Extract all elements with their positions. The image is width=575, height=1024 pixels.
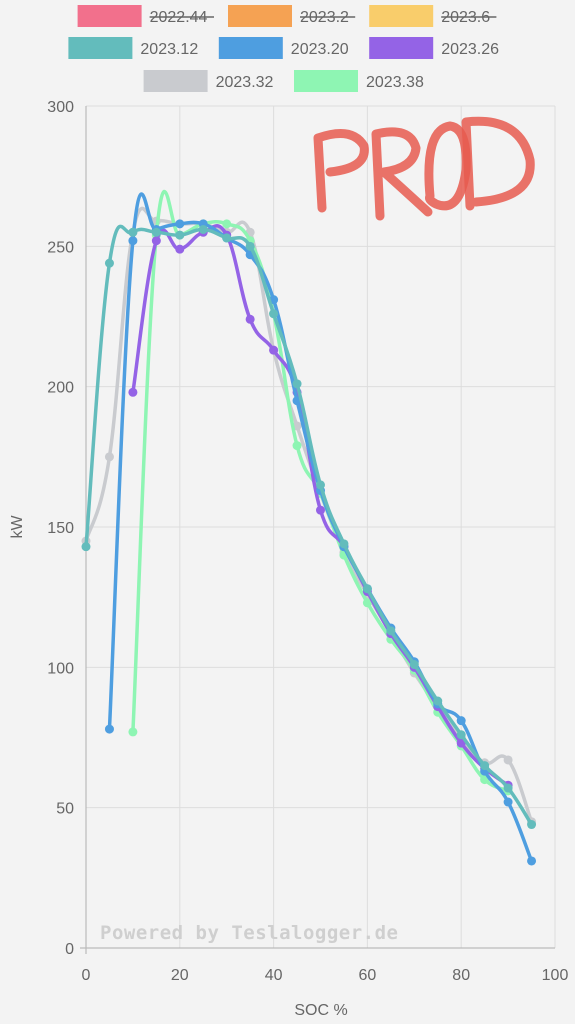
data-point[interactable]	[128, 727, 138, 737]
x-tick-label: 0	[82, 967, 91, 984]
legend-swatch	[369, 37, 434, 59]
legend-label: 2023.12	[140, 41, 198, 58]
grid	[85, 105, 556, 949]
handwritten-annotation	[313, 116, 535, 221]
legend: 2022.44 2023.2 2023.6 2023.12 2023.20 2023.26…	[68, 5, 499, 92]
x-tick-label: 60	[359, 967, 377, 984]
tick-labels: 0 50 100 150 200 250 300 0 20 40 60 80 100	[47, 99, 568, 984]
x-tick-label: 100	[542, 967, 569, 984]
data-point[interactable]	[527, 820, 537, 830]
legend-item-2023-38[interactable]: 2023.38	[294, 70, 424, 92]
data-point[interactable]	[175, 230, 185, 240]
data-point[interactable]	[222, 233, 232, 243]
data-point[interactable]	[503, 755, 513, 765]
series-line	[131, 224, 510, 787]
data-point[interactable]	[104, 452, 114, 462]
data-point[interactable]	[269, 309, 279, 319]
y-tick-label: 0	[65, 941, 74, 958]
data-point[interactable]	[269, 345, 279, 355]
series-2023-26	[128, 224, 513, 790]
data-point[interactable]	[175, 219, 185, 229]
legend-swatch	[218, 37, 283, 59]
data-point[interactable]	[128, 387, 138, 397]
y-axis-title: kW	[9, 515, 26, 539]
legend-swatch	[228, 5, 292, 27]
data-point[interactable]	[198, 224, 208, 234]
legend-label: 2023.20	[291, 41, 349, 58]
legend-swatch	[68, 37, 133, 59]
y-tick-label: 50	[56, 801, 74, 818]
data-point[interactable]	[316, 480, 325, 490]
data-point[interactable]	[316, 505, 325, 515]
data-point[interactable]	[222, 219, 232, 229]
legend-swatch	[294, 70, 358, 92]
x-tick-label: 20	[171, 967, 189, 984]
data-point[interactable]	[456, 730, 466, 740]
data-point[interactable]	[433, 696, 443, 706]
legend-item-2023-6[interactable]: 2023.6	[369, 5, 497, 27]
data-point[interactable]	[81, 542, 91, 552]
data-point[interactable]	[503, 797, 513, 807]
data-point[interactable]	[128, 236, 138, 246]
data-point[interactable]	[456, 738, 466, 748]
legend-item-2023-32[interactable]: 2023.32	[143, 70, 274, 92]
x-axis-title: SOC %	[294, 1002, 347, 1019]
data-point[interactable]	[151, 236, 161, 246]
legend-label: 2023.26	[441, 41, 499, 58]
data-point[interactable]	[339, 539, 349, 549]
series-2023-12	[81, 224, 537, 830]
legend-item-2023-2[interactable]: 2023.2	[228, 5, 356, 27]
legend-label: 2023.32	[216, 74, 274, 91]
legend-item-2023-20[interactable]: 2023.20	[218, 37, 349, 59]
y-tick-label: 150	[47, 520, 74, 537]
data-point[interactable]	[245, 241, 255, 251]
y-tick-label: 250	[47, 239, 74, 256]
data-point[interactable]	[456, 716, 466, 726]
data-point[interactable]	[527, 856, 537, 866]
y-tick-label: 200	[47, 380, 74, 397]
data-point[interactable]	[175, 244, 185, 254]
watermark: Powered by Teslalogger.de	[100, 922, 398, 944]
x-tick-label: 80	[452, 967, 470, 984]
data-point[interactable]	[362, 584, 372, 594]
data-point[interactable]	[386, 626, 396, 636]
y-tick-label: 100	[47, 660, 74, 677]
data-point[interactable]	[245, 314, 255, 324]
x-tick-label: 40	[265, 967, 283, 984]
series-layer	[81, 189, 537, 866]
y-tick-label: 300	[47, 99, 74, 116]
series-line	[84, 206, 534, 824]
data-point[interactable]	[362, 598, 372, 608]
legend-swatch	[369, 5, 434, 27]
data-point[interactable]	[409, 660, 419, 670]
data-point[interactable]	[151, 227, 161, 237]
data-point[interactable]	[480, 761, 490, 771]
legend-swatch	[77, 5, 142, 27]
series-line	[107, 192, 534, 863]
data-point[interactable]	[104, 258, 114, 268]
legend-item-2023-12[interactable]: 2023.12	[68, 37, 198, 59]
legend-item-2022-44[interactable]: 2022.44	[77, 5, 214, 27]
legend-item-2023-26[interactable]: 2023.26	[369, 37, 499, 59]
data-point[interactable]	[503, 783, 513, 793]
data-point[interactable]	[292, 441, 302, 451]
data-point[interactable]	[104, 724, 114, 734]
legend-label: 2023.38	[366, 74, 424, 91]
data-point[interactable]	[292, 379, 302, 389]
data-point[interactable]	[128, 227, 138, 237]
legend-swatch	[143, 70, 208, 92]
